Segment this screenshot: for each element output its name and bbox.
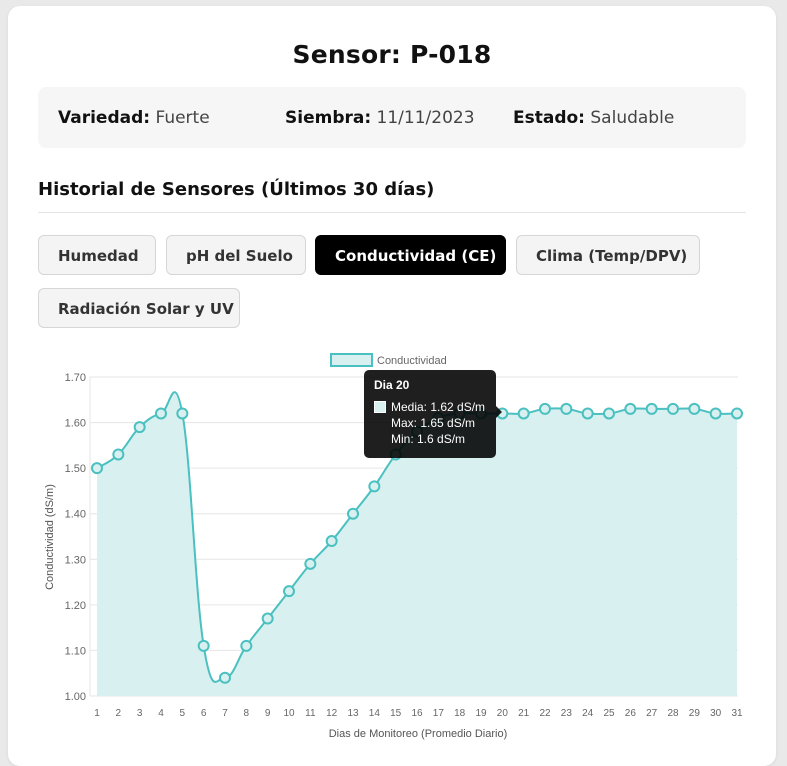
data-point[interactable]: [304, 557, 317, 570]
data-point[interactable]: [667, 402, 679, 415]
tooltip-caret: [496, 406, 502, 418]
tooltip-mean: Media: 1.62 dS/m: [391, 400, 486, 414]
x-tick-label: 16: [411, 708, 423, 719]
tab-ph-suelo[interactable]: pH del Suelo: [166, 235, 306, 275]
y-tick-label: 1.70: [65, 372, 86, 384]
series-area-fill: [97, 392, 737, 696]
y-tick-label: 1.50: [65, 463, 86, 475]
x-tick-label: 30: [710, 708, 722, 719]
y-axis-ticks: 1.00 1.10 1.20 1.30 1.40 1.50 1.60 1.70: [65, 372, 86, 703]
x-tick-label: 17: [433, 708, 445, 719]
x-tick-label: 1: [94, 708, 100, 719]
sensor-info-panel: Variedad: Fuerte Siembra: 11/11/2023 Est…: [38, 87, 746, 148]
data-point[interactable]: [645, 402, 658, 415]
legend-label[interactable]: Conductividad: [377, 355, 447, 367]
data-point[interactable]: [368, 480, 381, 493]
data-point[interactable]: [517, 407, 530, 420]
x-tick-label: 21: [518, 708, 530, 719]
x-axis-ticks: 1 2 3 4 5 6 7 8 9 10 11 12 13 14 15 16 17 18 19 20 21 22 23 24 2…: [94, 708, 743, 719]
x-tick-label: 15: [390, 708, 402, 719]
x-tick-label: 31: [731, 708, 743, 719]
data-point[interactable]: [91, 462, 103, 475]
page-title: Sensor: P-018: [292, 40, 492, 69]
x-tick-label: 23: [561, 708, 573, 719]
info-variedad: Variedad: Fuerte: [58, 108, 210, 128]
data-point[interactable]: [347, 507, 359, 520]
data-point[interactable]: [112, 448, 125, 461]
tooltip-min: Min: 1.6 dS/m: [391, 432, 466, 446]
info-estado-value: Saludable: [590, 108, 675, 128]
data-point[interactable]: [155, 407, 167, 420]
info-estado: Estado: Saludable: [513, 108, 674, 128]
tooltip-swatch: [374, 401, 386, 413]
x-tick-label: 8: [244, 708, 250, 719]
info-siembra: Siembra: 11/11/2023: [285, 108, 475, 128]
x-tick-label: 27: [646, 708, 658, 719]
x-tick-label: 28: [667, 708, 679, 719]
tab-radiacion[interactable]: Radiación Solar y UV: [38, 288, 240, 328]
x-tick-label: 24: [582, 708, 594, 719]
data-point[interactable]: [240, 639, 253, 652]
info-siembra-value: 11/11/2023: [376, 108, 475, 128]
tooltip-title: Dia 20: [374, 378, 410, 392]
x-tick-label: 12: [326, 708, 338, 719]
chart-tooltip: Dia 20 Media: 1.62 dS/m Max: 1.65 dS/m M…: [364, 370, 496, 458]
y-tick-label: 1.20: [65, 600, 86, 612]
x-tick-label: 10: [283, 708, 295, 719]
data-point[interactable]: [176, 407, 189, 420]
data-point[interactable]: [581, 407, 594, 420]
tab-humedad[interactable]: Humedad: [38, 235, 156, 275]
data-point[interactable]: [325, 535, 338, 548]
y-tick-label: 1.30: [65, 554, 86, 566]
data-point[interactable]: [731, 407, 743, 420]
data-point[interactable]: [624, 402, 637, 415]
x-tick-label: 2: [116, 708, 122, 719]
data-point[interactable]: [688, 402, 701, 415]
x-tick-label: 3: [137, 708, 143, 719]
x-tick-label: 25: [603, 708, 615, 719]
x-tick-label: 6: [201, 708, 207, 719]
data-point[interactable]: [261, 612, 274, 625]
x-tick-label: 5: [180, 708, 186, 719]
x-tick-label: 22: [539, 708, 551, 719]
x-tick-label: 7: [222, 708, 228, 719]
data-point[interactable]: [560, 402, 573, 415]
x-tick-label: 14: [369, 708, 381, 719]
tooltip-max: Max: 1.65 dS/m: [391, 416, 476, 430]
y-tick-label: 1.60: [65, 418, 86, 430]
y-tick-label: 1.40: [65, 509, 86, 521]
x-tick-label: 11: [305, 708, 316, 719]
data-point[interactable]: [603, 407, 615, 420]
data-point[interactable]: [709, 407, 722, 420]
x-tick-label: 9: [265, 708, 271, 719]
tab-clima[interactable]: Clima (Temp/DPV): [516, 235, 700, 275]
x-tick-label: 29: [689, 708, 701, 719]
legend-swatch[interactable]: [330, 353, 373, 367]
divider: [38, 212, 746, 213]
x-tick-label: 18: [454, 708, 466, 719]
info-estado-label: Estado:: [513, 108, 585, 128]
x-tick-label: 20: [497, 708, 509, 719]
data-point[interactable]: [197, 639, 210, 652]
data-point[interactable]: [539, 402, 551, 415]
y-tick-label: 1.00: [65, 691, 86, 703]
info-variedad-value: Fuerte: [155, 108, 210, 128]
x-axis-title: Dias de Monitoreo (Promedio Diario): [329, 728, 508, 740]
data-point[interactable]: [283, 585, 295, 598]
y-tick-label: 1.10: [65, 645, 86, 657]
x-tick-label: 19: [475, 708, 487, 719]
data-point[interactable]: [219, 671, 231, 684]
info-variedad-label: Variedad:: [58, 108, 151, 128]
x-tick-label: 13: [347, 708, 359, 719]
y-axis-title: Conductividad (dS/m): [44, 484, 56, 590]
section-title: Historial de Sensores (Últimos 30 días): [38, 179, 435, 200]
x-tick-label: 4: [158, 708, 164, 719]
info-siembra-label: Siembra:: [285, 108, 372, 128]
tab-conductividad[interactable]: Conductividad (CE): [315, 235, 506, 275]
x-tick-label: 26: [625, 708, 637, 719]
data-point[interactable]: [133, 421, 146, 434]
